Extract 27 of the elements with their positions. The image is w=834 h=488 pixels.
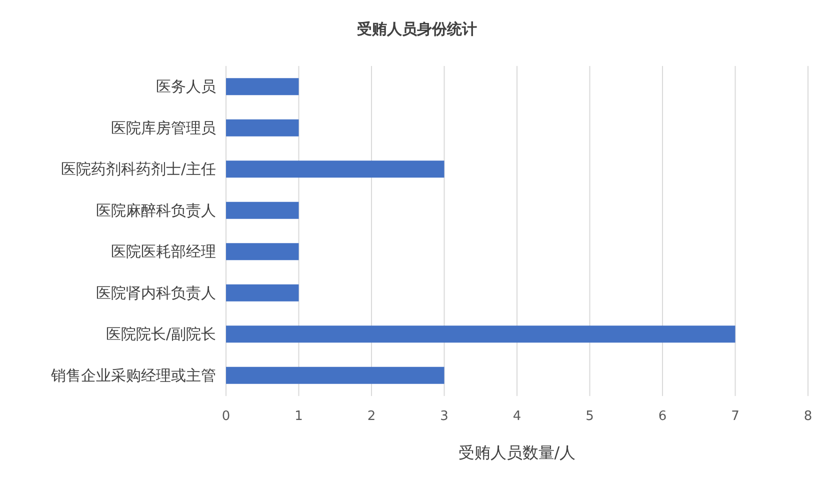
y-tick-label: 医院麻醉科负责人 (96, 201, 216, 220)
x-tick-label: 4 (512, 409, 522, 424)
y-tick-label: 医院库房管理员 (111, 118, 216, 137)
x-tick-label: 6 (658, 409, 667, 424)
bar (226, 160, 444, 178)
x-tick-label: 8 (804, 409, 812, 424)
y-tick-label: 医院肾内科负责人 (96, 284, 216, 302)
y-tick-label: 医务人员 (156, 78, 216, 96)
x-axis-title: 受贿人员数量/人 (458, 443, 576, 462)
bar (226, 243, 299, 260)
x-tick-label: 3 (440, 409, 448, 424)
x-tick-label: 1 (294, 409, 303, 424)
y-tick-label: 销售企业采购经理或主管 (50, 366, 216, 384)
y-tick-label: 医院院长/副院长 (106, 325, 216, 344)
bar (226, 284, 299, 302)
bar (226, 78, 299, 96)
y-tick-label: 医院医耗部经理 (111, 242, 216, 261)
bar (226, 119, 299, 136)
bar (226, 366, 444, 384)
x-tick-label: 2 (367, 409, 376, 424)
x-tick-label: 7 (731, 409, 740, 424)
chart-title: 受贿人员身份统计 (356, 20, 477, 38)
bar (226, 202, 299, 219)
x-tick-label: 5 (586, 409, 594, 424)
y-tick-label: 医院药剂科药剂士/主任 (60, 160, 216, 178)
x-tick-label: 0 (222, 409, 230, 424)
bar (226, 326, 736, 343)
